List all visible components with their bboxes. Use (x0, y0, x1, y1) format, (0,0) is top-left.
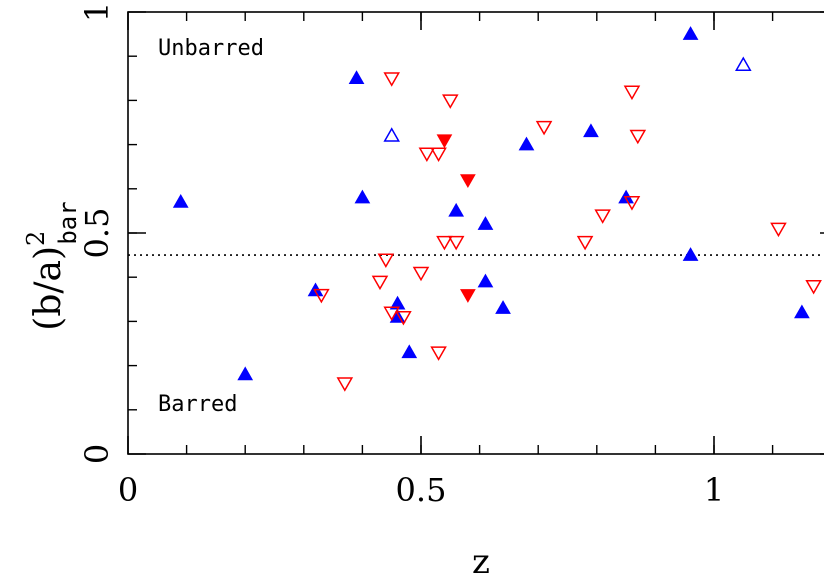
y-axis-label-sub: bar (54, 201, 82, 244)
data-point (401, 344, 418, 359)
data-point (583, 123, 599, 138)
y-axis-label-main: (b/a) (28, 246, 69, 331)
data-point (623, 85, 641, 101)
data-point (735, 56, 752, 72)
minor-ticks (128, 12, 774, 454)
data-point (436, 134, 453, 149)
y-tick-label: 1 (78, 2, 116, 22)
data-point (805, 280, 822, 295)
data-point (336, 377, 354, 392)
data-point (629, 129, 647, 145)
data-point (460, 174, 476, 188)
data-point (436, 235, 453, 251)
data-point (495, 300, 511, 314)
data-point (682, 247, 699, 261)
data-point (383, 306, 400, 322)
x-tick-label: 0.5 (396, 471, 447, 509)
data-point (172, 194, 189, 208)
data-point (477, 216, 494, 230)
data-point (442, 94, 459, 109)
data-point (377, 253, 395, 269)
data-point (418, 147, 436, 162)
data-markers (172, 26, 822, 392)
data-point (430, 147, 447, 162)
data-point (794, 304, 810, 319)
data-point (412, 266, 430, 282)
x-tick-label: 1 (704, 471, 724, 509)
y-axis-label-sup: 2 (22, 231, 50, 246)
data-point (313, 288, 330, 304)
data-point (237, 366, 254, 381)
annotation-unbarred: Unbarred (158, 36, 264, 61)
data-point (518, 136, 535, 151)
major-ticks (127, 11, 824, 455)
data-point (348, 70, 365, 85)
data-point (383, 72, 400, 87)
data-point (623, 196, 641, 211)
data-point (371, 275, 389, 291)
data-point (535, 120, 553, 136)
data-point (477, 273, 494, 288)
data-point (447, 235, 465, 251)
data-point (395, 310, 412, 326)
data-point (682, 26, 699, 40)
y-tick-labels: 00.51 (78, 2, 116, 464)
y-tick-label: 0 (78, 444, 116, 464)
annotation-barred: Barred (158, 392, 237, 417)
y-axis-label: (b/a)2 bar (22, 201, 82, 330)
data-point (770, 222, 787, 238)
y-axis-label-text: (b/a)2 bar (22, 201, 82, 330)
data-point (354, 189, 371, 204)
y-tick-label: 0.5 (78, 208, 116, 259)
x-axis-label: z (472, 542, 490, 579)
x-tick-label: 0 (118, 471, 138, 509)
data-point (460, 289, 476, 303)
data-point (594, 209, 611, 224)
data-point (430, 346, 447, 361)
data-point (576, 235, 594, 251)
data-point (448, 202, 465, 217)
x-tick-labels: 0 0.5 1 (118, 471, 724, 509)
data-point (383, 127, 400, 142)
plot-frame (127, 11, 824, 455)
